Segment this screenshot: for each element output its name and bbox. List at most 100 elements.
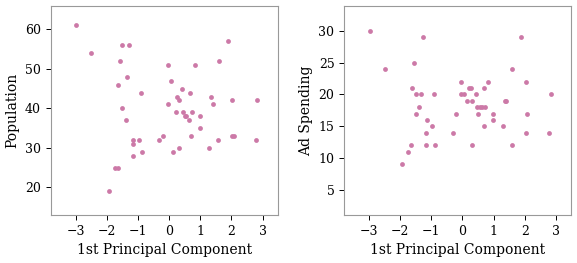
Point [500,99,509,103]
Point [507,143,516,147]
Point [465,86,474,90]
Point [521,130,530,135]
Point [475,105,484,109]
Point [403,150,413,154]
Point [207,94,216,99]
Point [411,112,421,116]
Point [174,146,183,150]
Point [186,90,195,95]
Point [546,92,555,97]
Point [118,43,127,47]
Point [498,124,507,128]
Point [489,118,498,122]
Point [428,124,437,128]
Point [481,105,490,109]
Point [179,110,188,114]
Point [163,102,173,107]
Point [182,114,191,118]
Point [113,166,122,170]
Point [456,92,466,97]
X-axis label: 1st Principal Component: 1st Principal Component [77,244,252,257]
Point [125,43,134,47]
Point [406,143,415,147]
Point [174,98,183,103]
Point [472,105,481,109]
Point [448,130,458,135]
Point [205,146,214,150]
Point [477,105,486,109]
Point [137,150,147,154]
Point [430,143,440,147]
Point [467,143,477,147]
Point [430,92,439,97]
Point [489,112,498,116]
Point [104,189,114,194]
Point [190,63,200,67]
Point [407,86,416,90]
Point [213,138,223,142]
Point [129,138,138,142]
Point [415,105,424,109]
Point [116,59,125,63]
Point [129,142,138,146]
X-axis label: 1st Principal Component: 1st Principal Component [370,244,545,257]
Point [223,39,233,43]
Point [227,98,237,103]
Point [214,59,223,63]
Point [462,99,471,103]
Point [186,134,195,138]
Point [188,110,197,114]
Point [228,134,237,138]
Point [123,75,132,79]
Point [118,106,127,110]
Point [484,80,493,84]
Point [155,138,164,142]
Point [545,130,554,135]
Point [479,86,488,90]
Point [416,92,425,97]
Y-axis label: Ad Spending: Ad Spending [299,65,313,156]
Point [398,162,407,166]
Point [173,94,182,99]
Point [122,118,131,122]
Point [158,134,167,138]
Point [251,138,260,142]
Point [180,114,189,118]
Point [253,98,262,103]
Point [521,80,530,84]
Point [411,92,421,97]
Point [114,83,123,87]
Point [479,124,489,128]
Point [166,79,175,83]
Point [184,118,193,122]
Point [459,92,469,97]
Point [87,51,96,55]
Point [134,138,143,142]
Point [466,86,475,90]
Point [474,112,483,116]
Point [208,102,218,107]
Point [169,150,178,154]
Point [128,154,137,158]
Point [471,92,480,97]
Point [365,29,374,33]
Point [467,99,477,103]
Point [422,130,431,135]
Point [418,35,427,39]
Y-axis label: Population: Population [6,73,20,148]
Point [171,110,181,114]
Point [451,112,460,116]
Point [229,134,238,138]
Point [507,67,516,71]
Point [409,60,418,65]
Point [380,67,389,71]
Point [522,112,531,116]
Point [502,99,511,103]
Point [72,23,81,27]
Point [196,114,205,118]
Point [516,35,526,39]
Point [163,63,172,67]
Point [110,166,119,170]
Point [422,143,431,147]
Point [137,90,146,95]
